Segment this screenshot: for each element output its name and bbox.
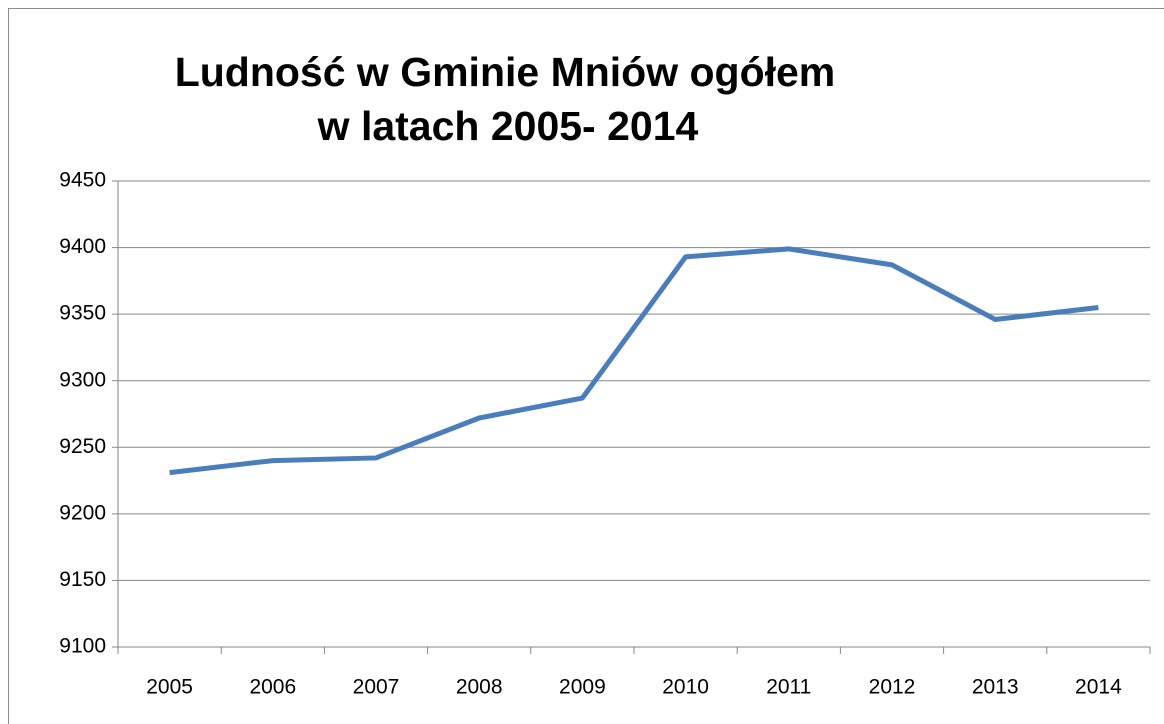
x-tick-label: 2014 <box>1075 676 1122 699</box>
y-tick-label: 9450 <box>59 169 106 192</box>
x-tick-label: 2012 <box>869 676 916 699</box>
data-line <box>169 246 1099 476</box>
y-tick-label: 9300 <box>59 368 106 391</box>
x-tick-label: 2008 <box>456 676 503 699</box>
chart-title: w latach 2005- 2014 <box>317 103 699 149</box>
x-tick-label: 2011 <box>766 676 811 699</box>
chart-frame <box>8 8 1164 724</box>
x-tick-label: 2006 <box>249 676 296 699</box>
x-tick-label: 2009 <box>559 676 606 699</box>
x-tick-label: 2005 <box>146 676 193 699</box>
x-tick-label: 2013 <box>972 676 1019 699</box>
y-tick-label: 9350 <box>59 302 106 325</box>
y-tick-label: 9200 <box>59 501 106 524</box>
y-tick-label: 9250 <box>59 435 106 458</box>
x-tick-label: 2007 <box>353 676 400 699</box>
x-tick-label: 2010 <box>662 676 709 699</box>
y-tick-label: 9150 <box>59 568 106 591</box>
y-tick-label: 9100 <box>59 635 106 658</box>
y-tick-label: 9400 <box>59 235 106 258</box>
chart-title: Ludność w Gminie Mniów ogółem <box>175 49 836 95</box>
